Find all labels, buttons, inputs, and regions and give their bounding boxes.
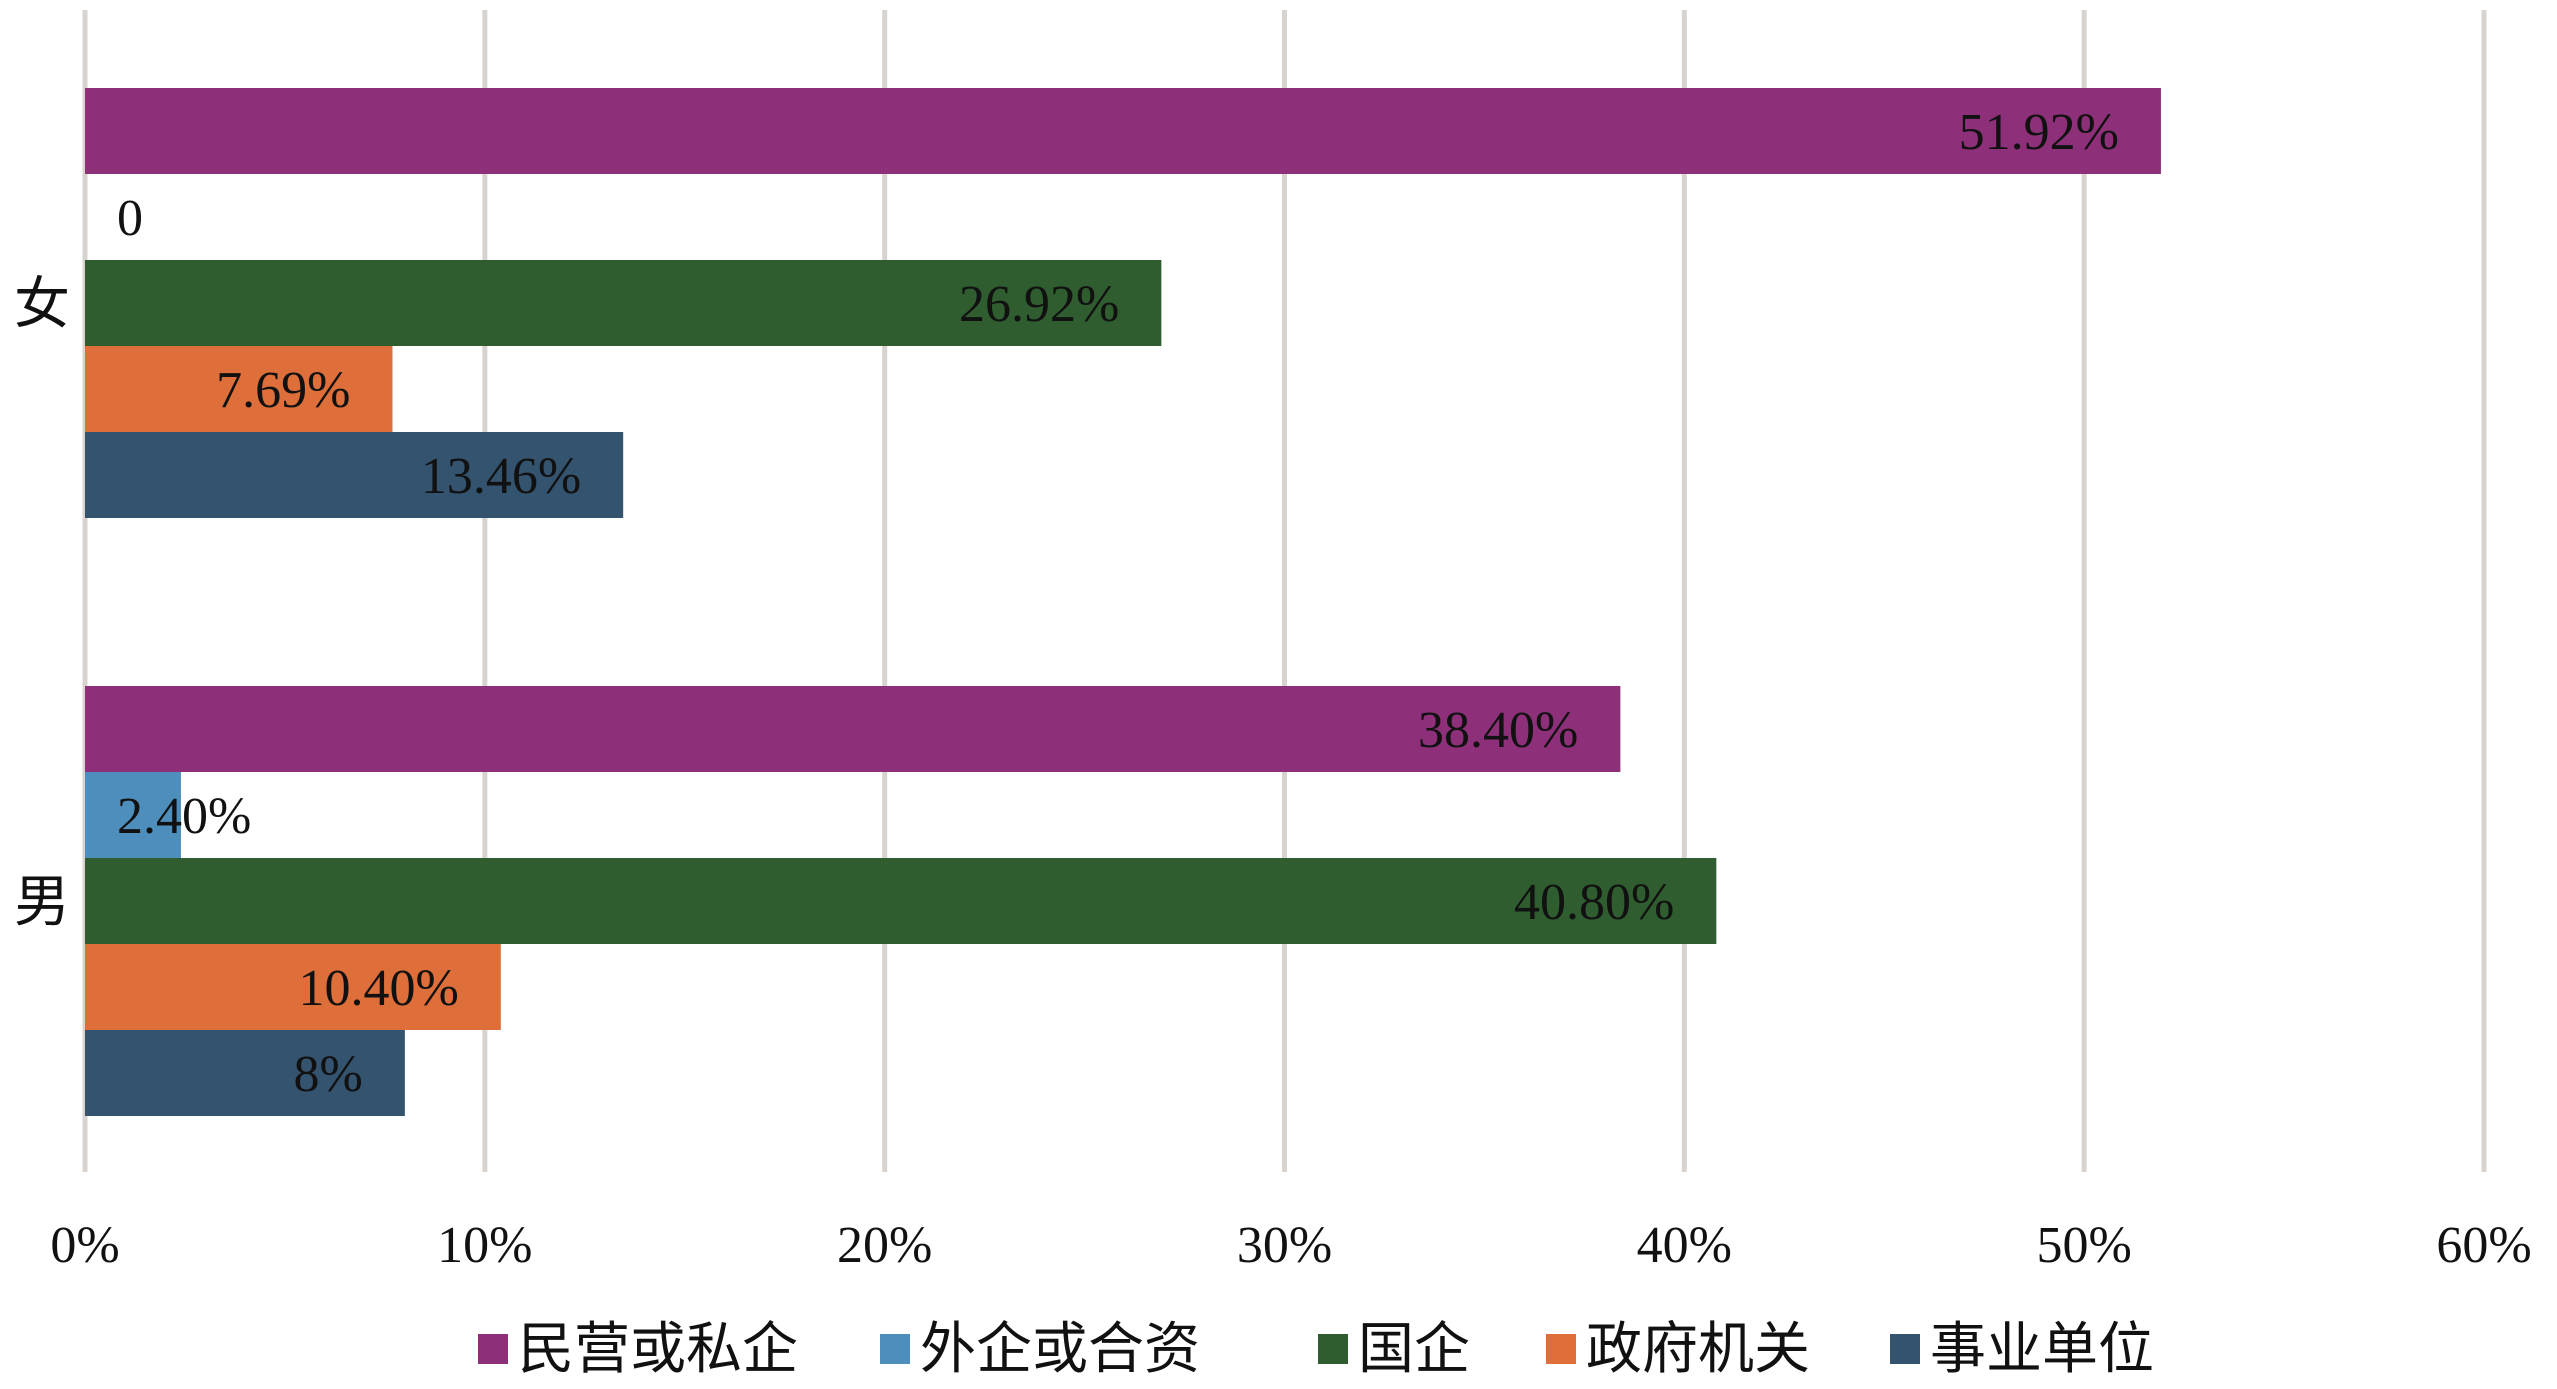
x-tick-label: 60% (2436, 1217, 2531, 1274)
x-tick-label: 0% (50, 1217, 119, 1274)
legend-swatch (1890, 1334, 1920, 1364)
data-label: 26.92% (959, 276, 1119, 333)
legend: 民营或私企 外企或合资 国企 政府机关 事业单位 (478, 1319, 2154, 1381)
data-label: 13.46% (421, 448, 581, 505)
x-tick-label: 10% (437, 1217, 532, 1274)
bar (85, 346, 393, 432)
bar (85, 1030, 405, 1116)
data-label: 38.40% (1418, 702, 1578, 759)
bar (85, 260, 1162, 346)
bar (85, 686, 1621, 772)
x-tick-label: 30% (1237, 1217, 1332, 1274)
legend-swatch (880, 1334, 910, 1364)
x-tick-label: 50% (2037, 1217, 2132, 1274)
category-label: 女 (14, 274, 70, 336)
legend-swatch (478, 1334, 508, 1364)
x-tick-labels: 0% 10% 20% 30% 40% 50% 60% (50, 1217, 2531, 1274)
data-label: 51.92% (1959, 104, 2119, 161)
data-label: 10.40% (298, 960, 458, 1017)
data-label: 8% (294, 1046, 363, 1103)
bar (85, 858, 1717, 944)
data-label: 2.40% (117, 788, 251, 845)
x-tick-label: 40% (1637, 1217, 1732, 1274)
legend-label: 国企 (1358, 1319, 1470, 1381)
bar (85, 944, 501, 1030)
legend-label: 事业单位 (1930, 1319, 2154, 1381)
category-labels: 女男 (14, 274, 70, 934)
gridlines (82, 10, 2487, 1172)
data-label: 0 (117, 190, 143, 247)
legend-swatch (1318, 1334, 1348, 1364)
bar (85, 88, 2161, 174)
legend-swatch (1546, 1334, 1576, 1364)
legend-label: 政府机关 (1586, 1319, 1810, 1381)
bars (85, 88, 2161, 1116)
bar (85, 432, 624, 518)
bar (85, 772, 181, 858)
legend-label: 外企或合资 (920, 1319, 1200, 1381)
legend-label: 民营或私企 (518, 1319, 798, 1381)
data-label: 7.69% (216, 362, 350, 419)
data-labels: 51.92% 0 26.92% 7.69% 13.46% 38.40% 2.40% 40.80… (117, 104, 2119, 1103)
x-tick-label: 20% (837, 1217, 932, 1274)
category-label: 男 (14, 872, 70, 934)
data-label: 40.80% (1514, 874, 1674, 931)
